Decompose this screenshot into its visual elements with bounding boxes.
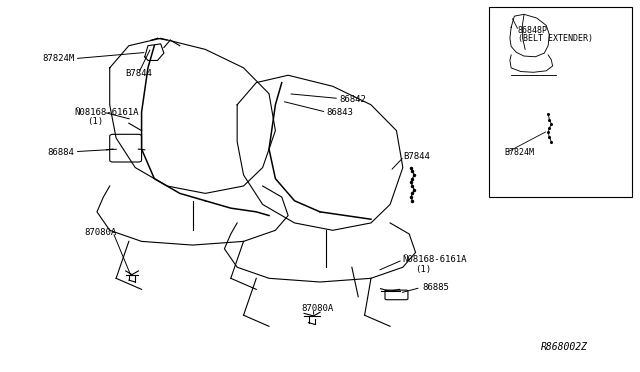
Text: B7844: B7844 [125,69,152,78]
Text: 87824M: 87824M [42,54,75,63]
Text: 86884: 86884 [48,148,75,157]
Text: B7844: B7844 [403,152,429,161]
Text: 86885: 86885 [422,283,449,292]
Text: (BELT EXTENDER): (BELT EXTENDER) [518,34,593,43]
Text: 87080A: 87080A [301,304,333,313]
Text: (1): (1) [415,264,432,273]
Text: R868002Z: R868002Z [541,342,588,352]
Text: 86842: 86842 [339,95,366,104]
Text: 86848P: 86848P [518,26,548,35]
Text: Ñ08168-6161A: Ñ08168-6161A [403,255,467,264]
Text: Ñ08168-6161A: Ñ08168-6161A [75,108,139,117]
Text: 87080A: 87080A [84,228,116,237]
Bar [489,7,632,197]
Text: (1): (1) [88,117,104,126]
Text: B7824M: B7824M [505,148,535,157]
Text: 86843: 86843 [326,108,353,117]
